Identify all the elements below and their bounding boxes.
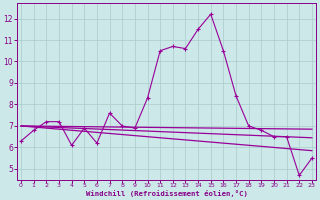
X-axis label: Windchill (Refroidissement éolien,°C): Windchill (Refroidissement éolien,°C) — [85, 190, 247, 197]
